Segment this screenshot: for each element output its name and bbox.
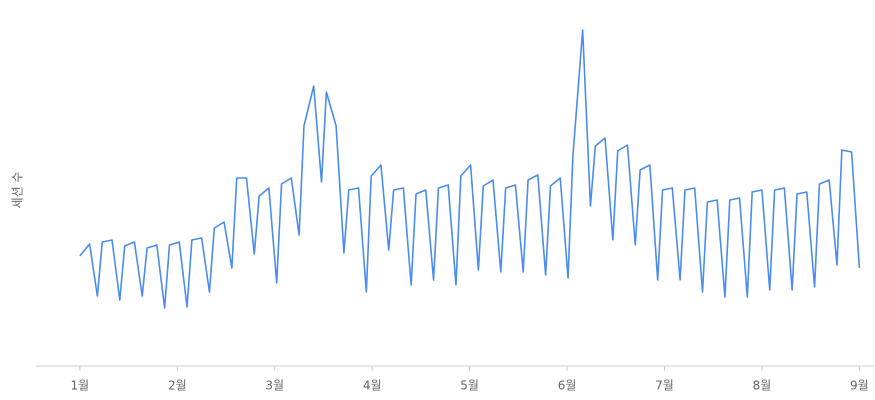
x-tick-label: 1월 [71, 379, 90, 393]
x-tick-label: 7월 [655, 379, 674, 393]
x-tick-label: 3월 [265, 379, 284, 393]
x-tick-label: 6월 [558, 379, 577, 393]
x-tick-label: 4월 [363, 379, 382, 393]
x-tick-label: 9월 [850, 379, 869, 393]
y-axis-label: 세션 수 [11, 172, 25, 209]
line-series [79, 29, 861, 309]
x-tick-label: 8월 [753, 379, 772, 393]
x-tick-label: 2월 [168, 379, 187, 393]
x-tick-label: 5월 [460, 379, 479, 393]
